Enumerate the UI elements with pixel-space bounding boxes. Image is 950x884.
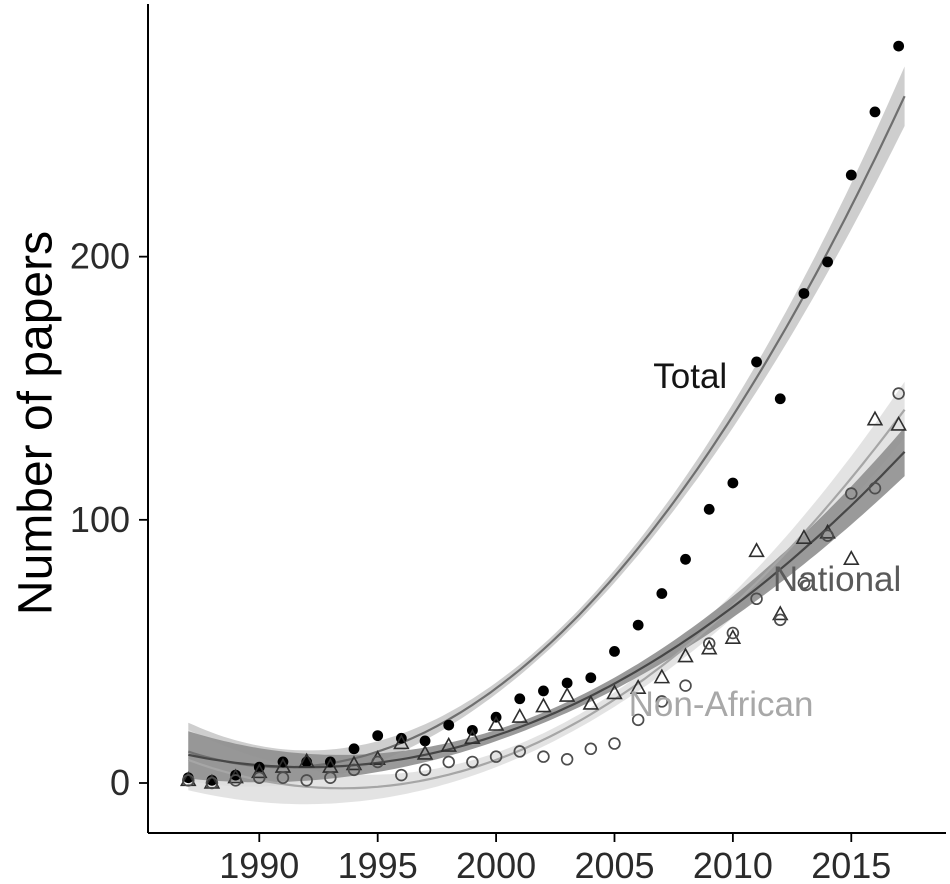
- data-point-total: [419, 735, 431, 747]
- data-point-non-african: [845, 487, 858, 500]
- data-point-total: [348, 743, 360, 755]
- data-point-total: [774, 393, 786, 405]
- data-point-national: [606, 684, 623, 700]
- y-tick-label: 0: [110, 762, 130, 803]
- data-point-national: [535, 697, 552, 713]
- data-point-total: [443, 719, 455, 731]
- data-point-non-african: [892, 387, 905, 400]
- data-point-non-african: [702, 637, 716, 650]
- data-point-national: [464, 729, 481, 744]
- series-label-national: National: [773, 560, 901, 599]
- data-point-national: [298, 752, 315, 768]
- data-point-national: [416, 744, 434, 760]
- trend-line-non-african: [187, 409, 906, 790]
- data-point-total: [656, 588, 668, 599]
- data-point-non-african: [442, 755, 455, 769]
- data-point-national: [677, 647, 694, 663]
- data-point-non-african: [773, 613, 787, 627]
- data-point-national: [487, 715, 505, 731]
- data-point-total: [561, 677, 573, 689]
- data-point-total: [845, 169, 857, 181]
- data-point-total: [893, 40, 905, 52]
- data-point-non-african: [182, 774, 195, 787]
- y-tick-label: 200: [70, 236, 130, 277]
- data-point-non-african: [821, 529, 834, 542]
- data-point-national: [771, 605, 789, 621]
- data-point-non-african: [797, 576, 811, 590]
- data-point-non-african: [489, 750, 503, 763]
- data-point-national: [558, 686, 576, 702]
- x-tick-label: 2010: [693, 845, 773, 884]
- trend-ribbon-national: [188, 427, 905, 783]
- data-point-non-african: [466, 755, 479, 769]
- data-point-non-african: [300, 774, 313, 787]
- data-point-total: [727, 477, 739, 489]
- data-point-non-african: [584, 742, 598, 756]
- data-point-total: [372, 730, 384, 742]
- data-point-total: [538, 685, 549, 697]
- data-point-non-african: [371, 755, 384, 769]
- x-tick-label: 1995: [338, 845, 418, 884]
- x-tick-label: 1990: [219, 845, 299, 884]
- trend-line-total: [187, 95, 906, 769]
- data-point-non-african: [631, 713, 645, 727]
- data-point-non-african: [395, 768, 408, 782]
- x-tick-label: 2000: [456, 845, 536, 884]
- data-point-national: [866, 410, 884, 426]
- data-point-national: [653, 668, 671, 684]
- data-point-non-african: [253, 771, 266, 784]
- data-point-non-african: [679, 679, 692, 692]
- y-tick-label: 100: [70, 499, 130, 540]
- data-point-total: [822, 256, 834, 268]
- data-point-non-african: [418, 763, 432, 777]
- data-point-non-african: [347, 763, 361, 777]
- data-point-non-african: [276, 771, 290, 784]
- data-point-non-african: [750, 592, 763, 606]
- x-tick-label: 2005: [574, 845, 654, 884]
- data-point-national: [582, 694, 600, 710]
- data-point-total: [798, 288, 810, 299]
- series-label-total: Total: [653, 357, 727, 396]
- data-point-national: [393, 734, 410, 750]
- x-tick-label: 2015: [811, 845, 891, 884]
- data-point-non-african: [868, 481, 882, 495]
- data-point-non-african: [608, 737, 621, 750]
- data-point-total: [703, 503, 715, 515]
- data-point-non-african: [513, 745, 527, 758]
- series-label-non-african: Non-African: [629, 685, 814, 724]
- data-point-non-african: [205, 776, 219, 790]
- data-point-total: [585, 672, 597, 684]
- data-point-national: [795, 528, 813, 544]
- data-point-total: [680, 553, 691, 565]
- data-point-total: [514, 693, 526, 705]
- data-point-national: [629, 678, 647, 694]
- data-point-national: [843, 550, 860, 565]
- data-point-non-african: [324, 771, 337, 784]
- data-point-non-african: [560, 753, 574, 766]
- data-point-total: [609, 646, 620, 657]
- data-point-non-african: [655, 695, 669, 708]
- data-point-total: [869, 106, 881, 118]
- data-point-national: [748, 542, 765, 558]
- data-point-total: [751, 356, 762, 368]
- data-point-national: [511, 707, 529, 723]
- data-point-national: [440, 736, 457, 752]
- data-point-non-african: [229, 774, 242, 787]
- data-point-total: [632, 619, 644, 631]
- data-point-national: [251, 763, 268, 779]
- data-point-national: [345, 755, 363, 771]
- data-point-non-african: [726, 626, 740, 640]
- data-point-non-african: [537, 750, 550, 763]
- data-point-national: [890, 415, 907, 431]
- trend-ribbon-total: [188, 66, 905, 787]
